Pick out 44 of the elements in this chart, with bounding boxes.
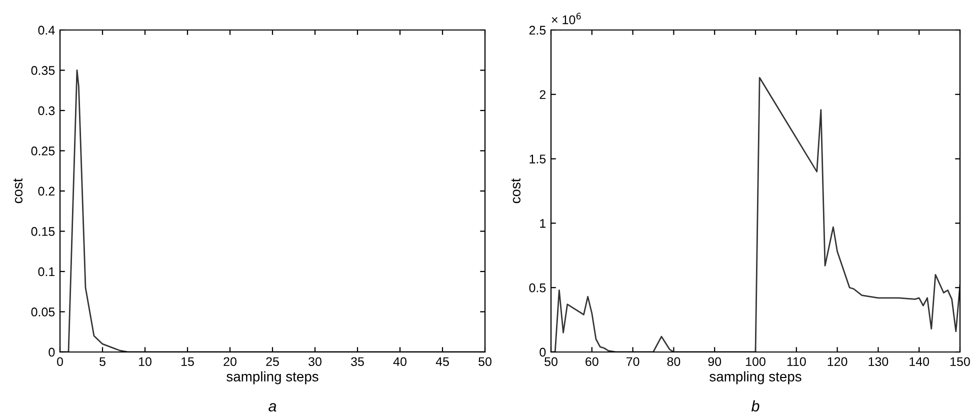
y-tick-label: 0.05 (31, 308, 55, 316)
y-tick-label: 0.2 (38, 186, 55, 196)
x-tick-label: 25 (266, 357, 279, 366)
x-tick-label: 35 (351, 357, 364, 366)
y-tick-label: 0.25 (31, 146, 55, 156)
y-tick-label: 2.5 (529, 26, 546, 35)
y-tick-label: 0 (540, 348, 546, 357)
y-tick-label: 1.5 (530, 154, 546, 164)
y-tick-label: 0.3 (38, 106, 55, 116)
x-tick-label: 130 (868, 357, 888, 366)
text: × 10$^{6}$ (552, 12, 581, 24)
x-tick-label: 80 (667, 357, 680, 366)
y-axis-title: cost (13, 178, 23, 204)
x-tick-label: 120 (828, 357, 848, 366)
x-tick-label: 10 (139, 357, 152, 366)
x-tick-label: 150 (950, 357, 970, 366)
x-tick-label: 45 (436, 357, 449, 366)
x-tick-label: 0 (57, 357, 63, 366)
x-tick-label: 50 (478, 357, 492, 366)
x-tick-label: 100 (746, 357, 766, 366)
x-tick-label: 110 (787, 357, 806, 366)
x-tick-label: 70 (626, 357, 640, 366)
y-tick-label: 0.5 (529, 283, 546, 292)
x-tick-label: 30 (308, 357, 322, 366)
text: b (751, 400, 760, 412)
y-axis-title: cost (511, 178, 520, 204)
x-tick-label: 40 (393, 357, 406, 366)
x-tick-label: 90 (708, 357, 722, 366)
y-tick-label: 1 (540, 219, 546, 228)
y-tick-label: 0.4 (38, 26, 55, 35)
y-tick-label: 0.15 (31, 227, 55, 236)
x-axis-title: sampling steps (226, 371, 318, 384)
x-tick-label: 140 (910, 357, 930, 366)
x-tick-label: 50 (544, 357, 558, 366)
y-tick-label: 2 (540, 90, 546, 99)
x-tick-label: 60 (586, 357, 598, 366)
text: a (268, 403, 276, 412)
x-axis-title: sampling steps (710, 371, 802, 384)
y-tick-label: 0.1 (38, 267, 55, 276)
y-tick-label: 0 (48, 348, 55, 357)
y-tick-label: 0.35 (31, 66, 55, 75)
x-tick-label: 5 (100, 357, 106, 366)
x-tick-label: 15 (182, 357, 194, 366)
x-tick-label: 20 (224, 357, 236, 366)
